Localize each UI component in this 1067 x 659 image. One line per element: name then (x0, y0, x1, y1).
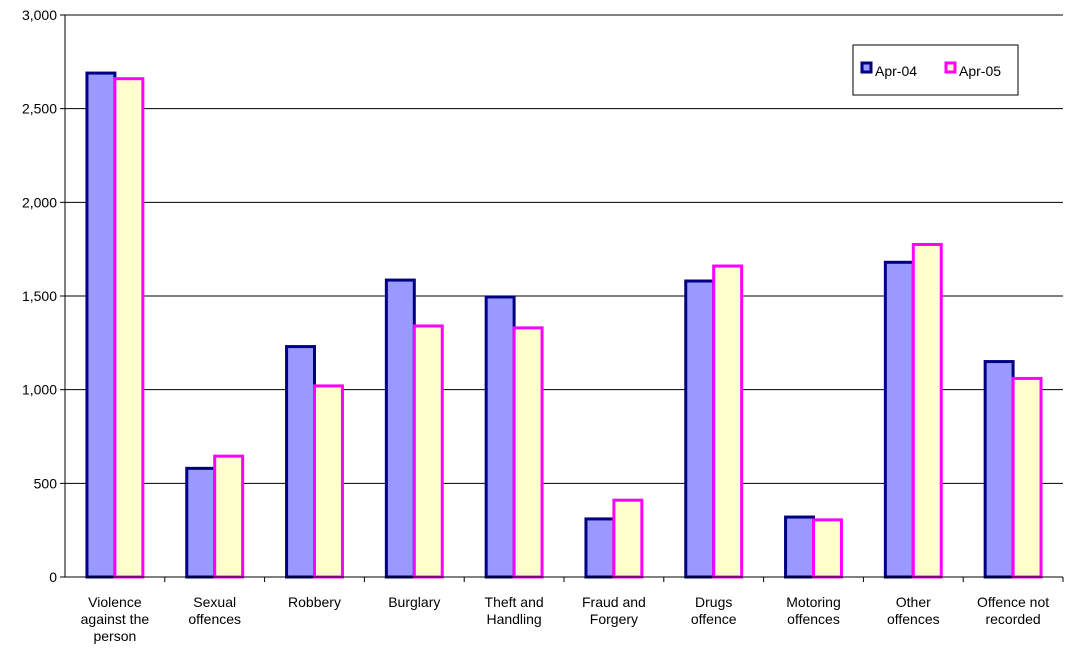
x-category-label: Violence against the person (81, 594, 150, 644)
axes (64, 15, 1064, 582)
y-axis-ticks: 0 500 1,000 1,500 2,000 2,500 3,000 (22, 7, 65, 585)
x-category-label: Sexual offences (188, 594, 241, 627)
y-tick-label: 2,500 (22, 101, 57, 117)
y-tick-label: 0 (49, 569, 57, 585)
x-category-label: Offence not recorded (977, 594, 1049, 627)
bar-apr-04 (584, 517, 616, 579)
bar-apr-04 (185, 466, 217, 579)
legend-label: Apr-04 (875, 63, 917, 79)
bar-apr-05 (313, 384, 344, 579)
x-category-label: Theft and Handling (485, 594, 544, 627)
y-tick-label: 2,000 (22, 194, 57, 210)
y-tick-label: 1,000 (22, 382, 57, 398)
bar-apr-05 (412, 324, 444, 579)
bar-apr-04 (285, 345, 316, 579)
legend-label: Apr-05 (959, 63, 1001, 79)
x-category-label: Other offences (887, 594, 940, 627)
bar-apr-05 (113, 77, 145, 579)
x-category-label: Fraud and Forgery (582, 594, 646, 627)
bar-apr-04 (983, 360, 1015, 579)
y-tick-label: 3,000 (22, 7, 57, 23)
x-axis-labels: Violence against the person Sexual offences R… (81, 594, 1050, 644)
bar-apr-05 (1011, 376, 1043, 579)
bar-apr-04 (484, 295, 516, 579)
bars (85, 71, 1043, 579)
bar-apr-05 (812, 518, 843, 579)
bar-apr-05 (911, 242, 943, 579)
bar-apr-04 (784, 515, 816, 579)
bar-apr-04 (85, 71, 117, 579)
legend: Apr-04 Apr-05 (852, 44, 1019, 96)
legend-swatch (860, 61, 873, 74)
x-category-label: Drugs offence (691, 594, 737, 627)
x-category-label: Motoring offences (786, 594, 840, 627)
bar-apr-05 (213, 454, 245, 579)
y-tick-label: 1,500 (22, 288, 57, 304)
bar-apr-05 (512, 326, 544, 579)
bar-apr-04 (384, 278, 416, 579)
bar-apr-04 (883, 260, 915, 579)
bar-apr-05 (712, 264, 744, 579)
legend-box (852, 44, 1019, 96)
bar-apr-05 (612, 498, 644, 579)
x-category-label: Burglary (388, 594, 440, 610)
y-tick-label: 500 (34, 475, 58, 491)
legend-swatch (944, 61, 957, 74)
x-category-label: Robbery (288, 594, 341, 610)
bar-apr-04 (684, 279, 716, 579)
